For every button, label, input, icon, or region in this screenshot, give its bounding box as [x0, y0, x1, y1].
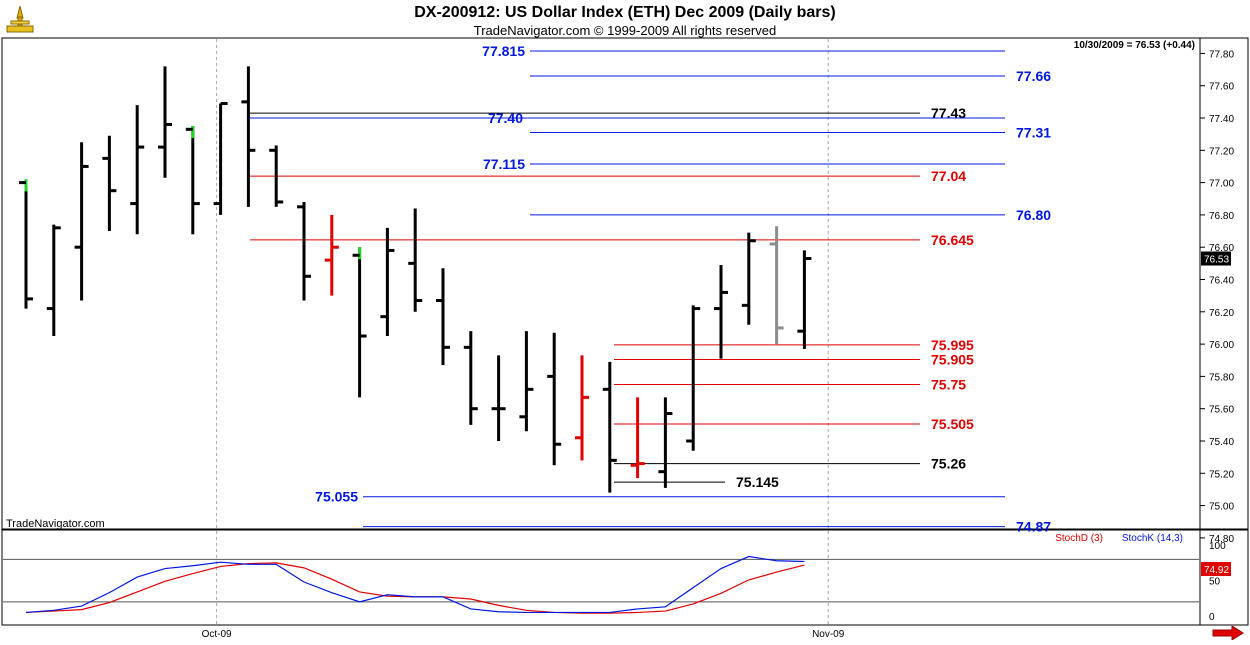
ohlc-bar — [297, 201, 311, 301]
chart-title: DX-200912: US Dollar Index (ETH) Dec 200… — [414, 4, 836, 21]
price-axis-ticks: 74.80 75.00 75.20 75.40 75.60 75.80 76.00 76.20… — [1200, 49, 1234, 545]
ohlc-bar — [352, 247, 367, 398]
price-tick-label: 77.20 — [1209, 146, 1234, 157]
last-price-info: 10/30/2009 = 76.53 (+0.44) — [1074, 40, 1195, 51]
ohlc-bars — [19, 66, 812, 493]
level-label: 76.645 — [931, 232, 974, 248]
price-tick-label: 76.00 — [1209, 340, 1234, 351]
ohlc-bar — [658, 397, 673, 488]
support-resistance-levels: 77.815 77.66 77.43 77.40 77.31 77.115 77.04 76.… — [250, 43, 1051, 535]
price-tick-label: 75.20 — [1209, 469, 1234, 480]
price-tick-label: 77.40 — [1209, 114, 1234, 125]
ohlc-bar — [491, 355, 506, 441]
level-label: 77.115 — [483, 156, 525, 172]
level-label: 75.905 — [931, 351, 974, 367]
ohlc-bar — [130, 105, 145, 235]
ohlc-bar — [463, 331, 478, 425]
price-tick-label: 76.80 — [1209, 211, 1234, 222]
stoch-value-label: 74.92 — [1204, 565, 1229, 576]
price-tick-label: 76.40 — [1209, 276, 1234, 287]
price-tick-label: 75.60 — [1209, 405, 1234, 416]
ohlc-bar — [602, 361, 617, 493]
ohlc-bar — [630, 397, 645, 479]
level-label: 77.815 — [482, 43, 525, 59]
ohlc-bar — [185, 126, 200, 235]
price-tick-label: 76.60 — [1209, 243, 1234, 254]
ohlc-bar — [241, 66, 256, 207]
level-label: 74.87 — [1016, 519, 1051, 535]
chart-subtitle: TradeNavigator.com © 1999-2009 All right… — [473, 23, 777, 38]
date-label: Nov-09 — [812, 629, 845, 640]
ohlc-bar — [797, 250, 812, 349]
stoch-value-marker — [1201, 562, 1231, 577]
level-label: 77.43 — [931, 105, 966, 121]
price-tick-label: 75.40 — [1209, 437, 1234, 448]
last-price-marker — [1201, 251, 1231, 266]
price-axis — [1199, 37, 1249, 530]
stochastic-lines: 0 50 100 74.92 — [3, 541, 1231, 623]
level-label: 75.505 — [931, 416, 974, 432]
ohlc-bar — [74, 142, 89, 301]
level-label: 75.995 — [931, 337, 974, 353]
ohlc-bar — [380, 227, 395, 337]
price-tick-label: 75.00 — [1209, 502, 1234, 513]
stoch-tick-label: 0 — [1209, 612, 1215, 623]
ohlc-bar — [741, 232, 756, 325]
ohlc-bar — [102, 135, 117, 232]
stoch-tick-label: 50 — [1209, 577, 1221, 588]
price-tick-label: 77.00 — [1209, 179, 1234, 190]
ohlc-bar — [213, 101, 228, 215]
date-label: Oct-09 — [202, 629, 232, 640]
stochastic-axis — [1199, 529, 1249, 626]
ohlc-bar — [19, 179, 33, 309]
ohlc-bar — [46, 224, 61, 337]
ohlc-bar — [158, 66, 172, 178]
level-label: 77.40 — [488, 110, 523, 126]
date-axis-labels: Oct-09 Nov-09 — [202, 629, 845, 640]
stochk-line — [25, 555, 805, 614]
price-tick-label: 75.80 — [1209, 372, 1234, 383]
price-tick-label: 76.20 — [1209, 308, 1234, 319]
ohlc-bar — [324, 214, 339, 296]
last-price-label: 76.53 — [1204, 255, 1229, 266]
price-tick-label: 77.80 — [1209, 49, 1234, 60]
level-label: 75.26 — [931, 456, 966, 472]
level-label: 76.80 — [1016, 207, 1051, 223]
ohlc-bar — [686, 305, 701, 451]
watermark: TradeNavigator.com — [6, 518, 105, 530]
stoch-tick-label: 100 — [1209, 541, 1226, 552]
price-tick-label: 74.80 — [1209, 534, 1234, 545]
ohlc-bar — [436, 268, 450, 366]
level-label: 77.66 — [1016, 68, 1051, 84]
trade-navigator-logo-icon — [3, 4, 37, 36]
ohlc-bar — [547, 332, 562, 466]
price-panel — [1, 37, 1201, 530]
level-label: 77.04 — [931, 168, 966, 184]
title-area: DX-200912: US Dollar Index (ETH) Dec 200… — [0, 0, 1250, 40]
stochk-legend: StochK (14,3) — [1122, 533, 1183, 544]
ohlc-bar — [769, 226, 784, 345]
ohlc-bar — [519, 331, 534, 432]
red-right-arrow-icon[interactable] — [1212, 625, 1244, 645]
level-label: 75.145 — [736, 474, 779, 490]
stochd-legend: StochD (3) — [1055, 533, 1103, 544]
level-label: 77.31 — [1016, 125, 1051, 141]
level-label: 75.75 — [931, 376, 966, 392]
ohlc-bar — [714, 264, 728, 359]
ohlc-bar — [575, 355, 589, 461]
ohlc-bar — [269, 145, 284, 207]
price-tick-label: 77.60 — [1209, 82, 1234, 93]
level-label: 75.055 — [315, 489, 358, 505]
ohlc-bar — [408, 208, 423, 312]
stochastic-panel — [1, 529, 1201, 626]
